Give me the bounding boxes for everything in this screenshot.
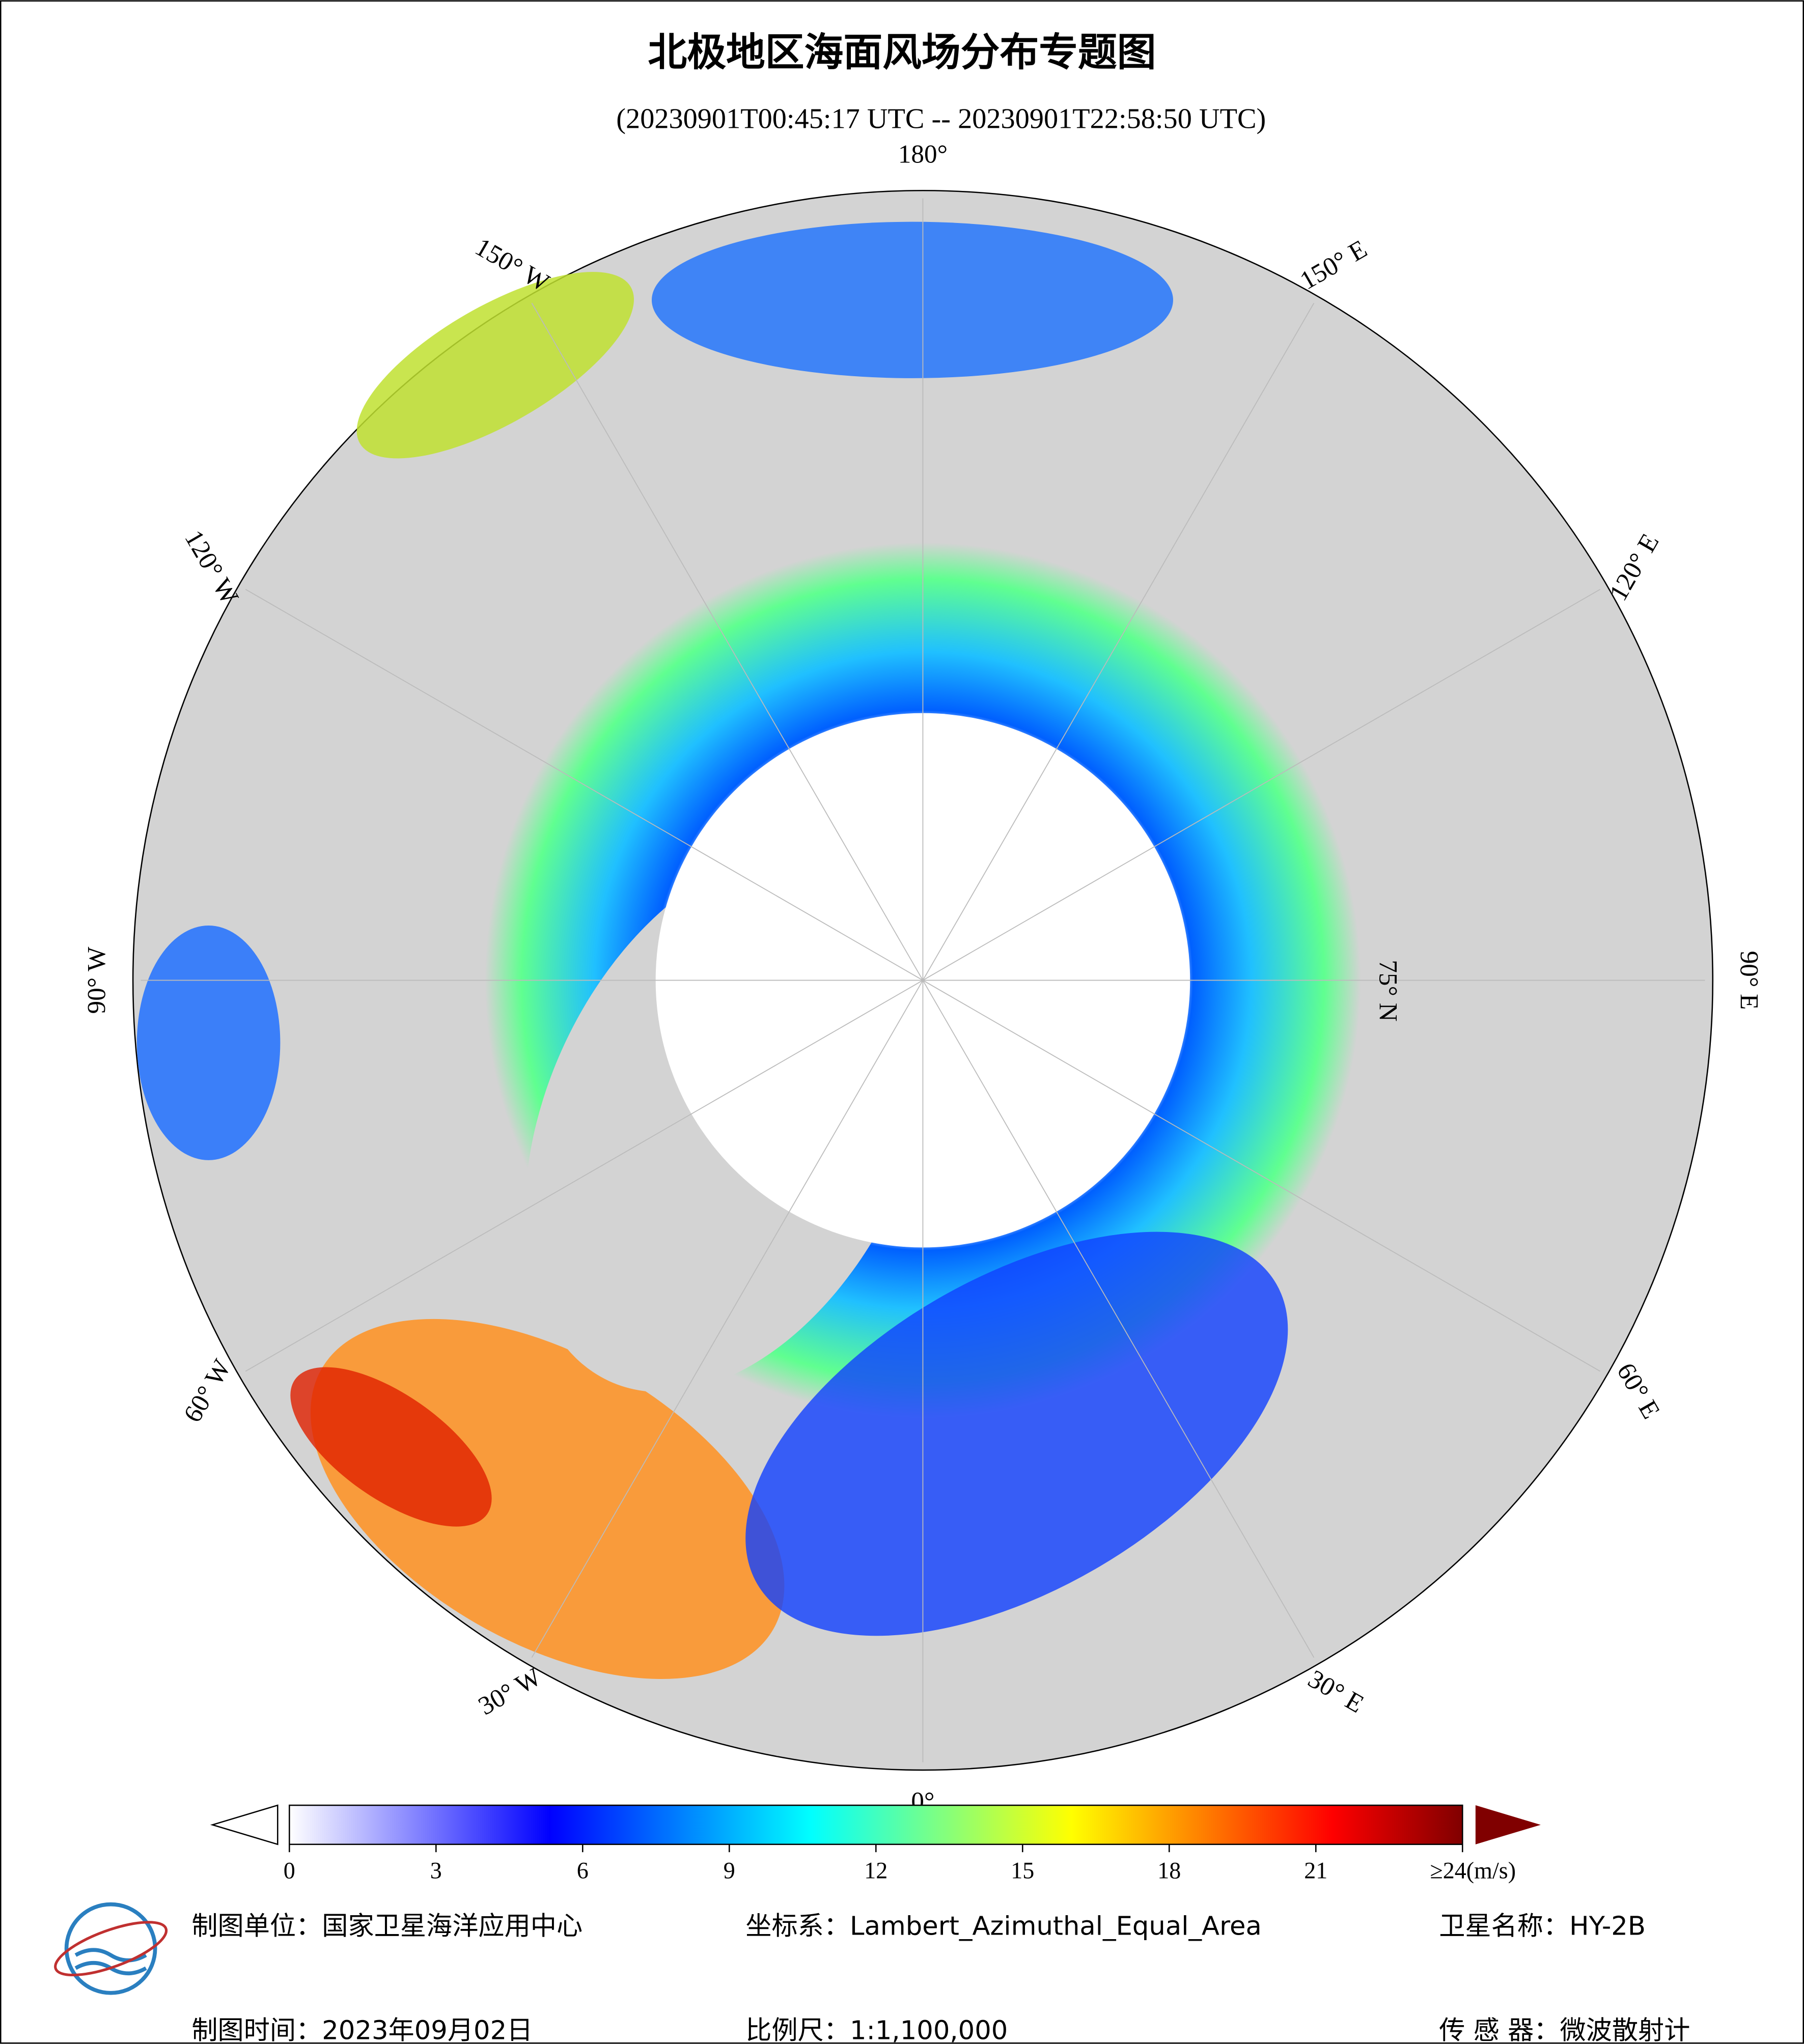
colorbar-tick-label: 21 xyxy=(1304,1858,1327,1884)
colorbar-tick-label: 9 xyxy=(724,1858,735,1884)
colorbar-tick-label: 0 xyxy=(284,1858,295,1884)
colorbar-tick-label: 12 xyxy=(864,1858,887,1884)
meridian xyxy=(245,979,923,1372)
logo xyxy=(54,1902,168,1995)
footer-text: 坐标系：Lambert_Azimuthal_Equal_Area xyxy=(745,1911,1262,1942)
wind-patch xyxy=(745,1231,1288,1636)
meridian xyxy=(245,589,923,981)
footer-text: 卫星名称：HY-2B xyxy=(1439,1911,1646,1942)
footer-text: 比例尺：1:1,100,000 xyxy=(745,2015,1008,2044)
wind-patch xyxy=(136,926,281,1160)
meridian xyxy=(923,589,1601,981)
colorbar: 0 3 6 9 12 15 18 21 ≥24(m/s) xyxy=(210,1804,1541,1884)
footer-text: 制图时间：2023年09月02日 xyxy=(191,2015,533,2044)
colorbar-tick-label: 18 xyxy=(1157,1858,1181,1884)
meridian xyxy=(531,302,924,981)
longitude-label: 90° E xyxy=(1735,951,1764,1010)
footer-text: 制图单位：国家卫星海洋应用中心 xyxy=(191,1911,582,1942)
colorbar-tick-label: 15 xyxy=(1011,1858,1034,1884)
latitude-label: 75° N xyxy=(1373,960,1402,1021)
meridian xyxy=(923,979,1601,1372)
colorbar-high-arrow xyxy=(1475,1805,1541,1844)
meridian xyxy=(922,980,1315,1658)
title: 北极地区海面风场分布专题图 xyxy=(648,30,1156,75)
wind-patch xyxy=(310,1319,785,1679)
colorbar-tick-label: 6 xyxy=(577,1858,589,1884)
wind-patch xyxy=(356,272,634,459)
longitude-label: 180° xyxy=(898,139,948,169)
wind-patch xyxy=(290,1367,492,1527)
colorbar-bar xyxy=(289,1804,1463,1845)
subtitle: (20230901T00:45:17 UTC -- 20230901T22:58… xyxy=(616,103,1266,134)
colorbar-low-arrow xyxy=(210,1804,279,1845)
meridian xyxy=(531,980,924,1658)
meridian xyxy=(922,302,1315,981)
footer-text: 传 感 器：微波散射计 xyxy=(1439,2015,1690,2044)
colorbar-tick-label: ≥24(m/s) xyxy=(1430,1858,1516,1884)
longitude-label: 90° W xyxy=(82,946,111,1014)
colorbar-tick-label: 3 xyxy=(430,1858,442,1884)
wind-patch xyxy=(651,221,1173,378)
